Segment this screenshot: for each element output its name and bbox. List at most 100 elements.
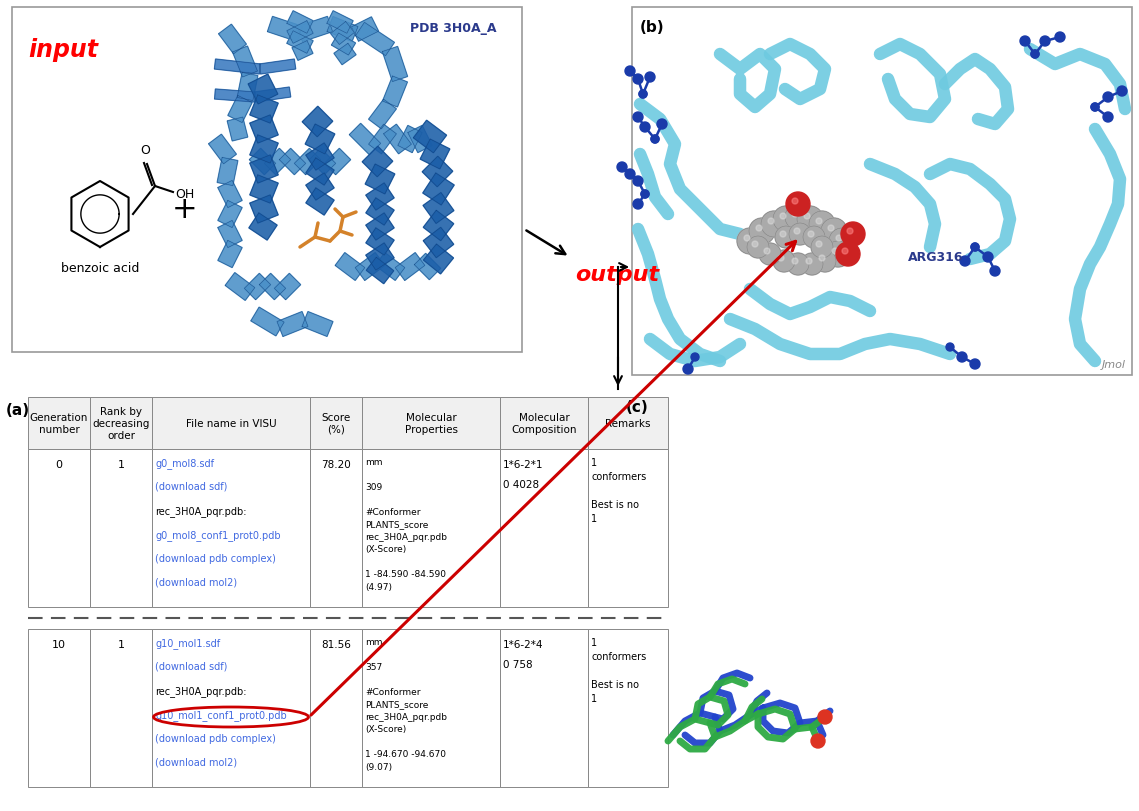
Circle shape [1040,37,1050,47]
Circle shape [633,75,644,85]
Circle shape [640,122,650,133]
Text: 1: 1 [591,693,597,703]
Circle shape [801,254,823,276]
Circle shape [1031,51,1039,59]
Polygon shape [424,228,453,259]
Bar [90,397,151,449]
Circle shape [633,177,644,187]
Polygon shape [226,273,255,301]
Bar [588,449,667,607]
Circle shape [803,227,825,249]
Bar [362,449,500,607]
Bar [588,629,667,787]
Polygon shape [375,253,404,281]
Polygon shape [208,135,237,165]
Circle shape [836,236,842,242]
Bar [588,397,667,449]
Polygon shape [249,195,278,224]
Circle shape [639,91,647,99]
Polygon shape [219,25,246,54]
Text: (download pdb complex): (download pdb complex) [155,733,276,743]
Polygon shape [302,312,333,337]
Circle shape [841,223,865,247]
Bar [500,397,588,449]
Circle shape [691,354,699,362]
Bar [13,8,522,353]
Circle shape [1103,93,1113,103]
Text: PDB 3H0A_A: PDB 3H0A_A [410,22,497,35]
Circle shape [775,227,797,249]
Polygon shape [423,157,453,187]
Text: 10: 10 [52,639,66,649]
Bar [90,449,151,607]
Text: g10_mol1_conf1_prot0.pdb: g10_mol1_conf1_prot0.pdb [155,709,287,720]
Polygon shape [424,211,453,242]
Polygon shape [232,47,257,78]
Polygon shape [297,17,333,42]
Text: rec_3H0A_pqr.pdb:: rec_3H0A_pqr.pdb: [155,505,246,517]
Circle shape [831,249,838,255]
Bar [310,449,362,607]
Polygon shape [366,229,394,255]
Circle shape [645,73,655,83]
Text: (download mol2): (download mol2) [155,577,237,587]
Polygon shape [302,107,333,138]
Circle shape [683,365,693,375]
Text: 1*6-2*1: 1*6-2*1 [503,460,543,470]
Polygon shape [294,149,321,175]
Circle shape [764,249,770,255]
Polygon shape [292,41,313,62]
Polygon shape [424,245,453,275]
Text: 1 -84.590 -84.590: 1 -84.590 -84.590 [364,570,446,579]
Polygon shape [383,47,408,83]
Circle shape [828,225,834,232]
Polygon shape [287,32,313,54]
Polygon shape [367,258,394,285]
Text: 1*6-2*4: 1*6-2*4 [503,639,543,649]
Circle shape [821,219,847,245]
Bar [362,397,500,449]
Circle shape [806,259,812,264]
Text: Generation
number: Generation number [30,413,88,434]
Text: rec_3H0A_pqr.pdb: rec_3H0A_pqr.pdb [364,712,446,721]
Polygon shape [287,22,313,45]
Circle shape [829,229,855,255]
Circle shape [792,212,798,217]
Circle shape [625,67,636,77]
Text: (X-Score): (X-Score) [364,724,407,734]
Circle shape [792,199,798,204]
Text: Remarks: Remarks [605,418,650,428]
Bar [28,449,90,607]
Text: Molecular
Composition: Molecular Composition [511,413,576,434]
Text: (b): (b) [640,20,665,35]
Polygon shape [274,274,301,300]
Bar [90,629,151,787]
Polygon shape [249,149,276,175]
Circle shape [960,257,970,267]
Bar [151,397,310,449]
Text: output: output [575,264,659,285]
Polygon shape [264,149,290,175]
Text: (download pdb complex): (download pdb complex) [155,553,276,564]
Bar [500,449,588,607]
Polygon shape [369,100,396,130]
Polygon shape [248,75,278,105]
Circle shape [825,242,851,268]
Circle shape [972,243,980,251]
Text: (4.97): (4.97) [364,582,392,591]
Text: g0_mol8.sdf: g0_mol8.sdf [155,457,214,468]
Circle shape [633,200,644,210]
Polygon shape [228,97,252,123]
Bar [151,449,310,607]
Circle shape [847,229,853,234]
Circle shape [1091,104,1099,112]
Text: Molecular
Properties: Molecular Properties [404,413,458,434]
Circle shape [625,169,636,180]
Text: conformers: conformers [591,471,646,482]
Text: (download sdf): (download sdf) [155,661,228,672]
Circle shape [652,135,659,144]
Text: g10_mol1.sdf: g10_mol1.sdf [155,637,220,648]
Text: 0 4028: 0 4028 [503,479,539,489]
Polygon shape [279,149,305,175]
Polygon shape [327,11,353,34]
